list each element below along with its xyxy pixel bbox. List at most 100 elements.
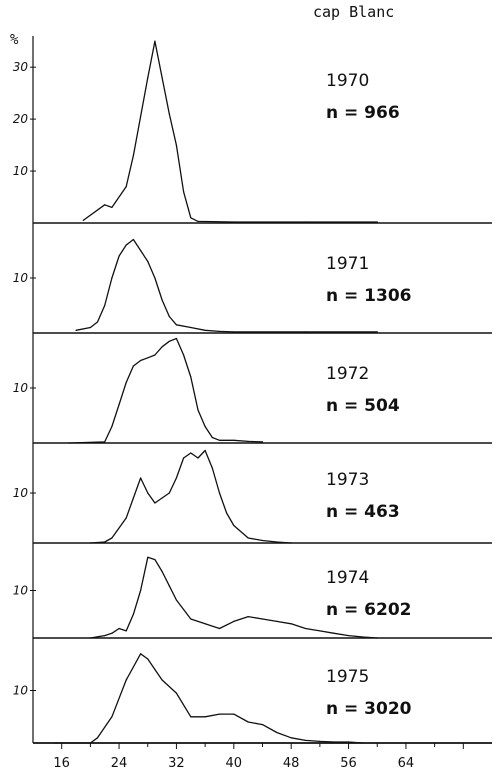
data-point	[125, 244, 127, 246]
year-label: 1972	[326, 364, 369, 384]
data-point	[168, 492, 170, 494]
data-point	[96, 321, 99, 323]
data-point	[204, 716, 206, 718]
data-point	[132, 497, 134, 499]
data-point	[204, 425, 206, 428]
data-point	[96, 737, 99, 739]
data-point	[261, 618, 264, 620]
series-line	[54, 653, 363, 744]
n-label: n = 966	[326, 103, 400, 123]
y-tick-label: 10	[13, 684, 29, 698]
data-point	[175, 692, 177, 694]
data-point	[218, 439, 221, 441]
data-point	[118, 403, 120, 406]
data-point	[154, 559, 156, 561]
data-point	[276, 620, 278, 623]
y-tick-label: 10	[13, 271, 29, 285]
panel-1970: 30 20 10 1970 n = 966	[13, 36, 492, 224]
data-point	[175, 599, 177, 601]
data-point	[89, 637, 91, 639]
data-point	[233, 713, 235, 715]
data-point	[118, 627, 120, 630]
y-tick-label: 10	[13, 164, 29, 178]
data-point	[233, 524, 235, 527]
data-point	[82, 219, 84, 221]
data-point	[161, 679, 163, 681]
data-point	[218, 492, 221, 494]
x-tick-label: 16	[53, 756, 70, 771]
data-point	[261, 724, 264, 726]
panel-1973: 10 1973 n = 463	[13, 443, 492, 544]
data-point	[290, 737, 292, 739]
panels-group: 30 20 10 1970 n = 966 10 1971 n = 1306 10 1972 n =…	[13, 36, 492, 744]
data-point	[104, 635, 106, 637]
data-point	[111, 277, 113, 279]
x-tick-label: 56	[340, 756, 357, 771]
data-point	[168, 585, 170, 587]
data-point	[233, 620, 235, 623]
data-point	[104, 441, 106, 443]
data-point	[261, 441, 264, 443]
data-point	[140, 359, 142, 362]
data-point	[154, 277, 156, 279]
series-line	[68, 337, 263, 444]
data-point	[376, 221, 378, 223]
data-point	[304, 331, 307, 333]
data-point	[161, 497, 163, 499]
data-point	[218, 330, 221, 332]
data-point	[140, 589, 142, 592]
data-point	[183, 191, 185, 193]
n-label: n = 6202	[326, 600, 412, 620]
data-point	[168, 315, 170, 318]
data-point	[125, 381, 127, 384]
data-point	[111, 716, 113, 718]
data-point	[190, 376, 192, 378]
data-point	[154, 668, 156, 671]
data-point	[233, 439, 235, 441]
data-point	[132, 613, 134, 615]
data-point	[211, 436, 213, 439]
x-tick-label: 24	[111, 756, 128, 771]
data-point	[190, 326, 192, 329]
data-point	[197, 409, 199, 411]
series-line	[90, 449, 292, 544]
data-point	[376, 637, 378, 639]
data-point	[140, 249, 142, 252]
y-tick-label: 10	[13, 584, 29, 598]
data-point	[125, 630, 127, 632]
data-point	[197, 220, 199, 222]
series-line	[82, 40, 378, 223]
data-point	[104, 304, 106, 307]
x-tick-label: 64	[398, 756, 415, 771]
data-point	[154, 502, 156, 504]
y-tick-label: 10	[13, 381, 29, 395]
data-point	[204, 329, 206, 331]
data-point	[175, 337, 177, 340]
data-point	[147, 658, 149, 660]
page-title: cap Blanc	[313, 3, 394, 21]
data-point	[125, 517, 127, 519]
n-label: n = 504	[326, 396, 400, 416]
data-point	[140, 653, 142, 655]
y-tick-label: 20	[13, 112, 29, 126]
data-point	[261, 539, 264, 542]
data-point	[233, 221, 235, 223]
data-point	[304, 739, 307, 742]
data-point	[204, 623, 206, 625]
y-tick-label: 30	[13, 60, 29, 74]
data-point	[175, 477, 177, 479]
n-label: n = 463	[326, 502, 400, 522]
data-point	[147, 556, 149, 558]
x-tick-label: 32	[168, 756, 185, 771]
y-tick-label: 10	[13, 486, 29, 500]
data-point	[197, 457, 199, 459]
series-line	[90, 556, 378, 639]
data-point	[104, 204, 106, 206]
data-point	[111, 425, 113, 428]
data-point	[276, 541, 278, 543]
data-point	[304, 221, 307, 223]
year-label: 1971	[326, 254, 369, 274]
data-point	[75, 329, 77, 331]
data-point	[190, 716, 192, 718]
